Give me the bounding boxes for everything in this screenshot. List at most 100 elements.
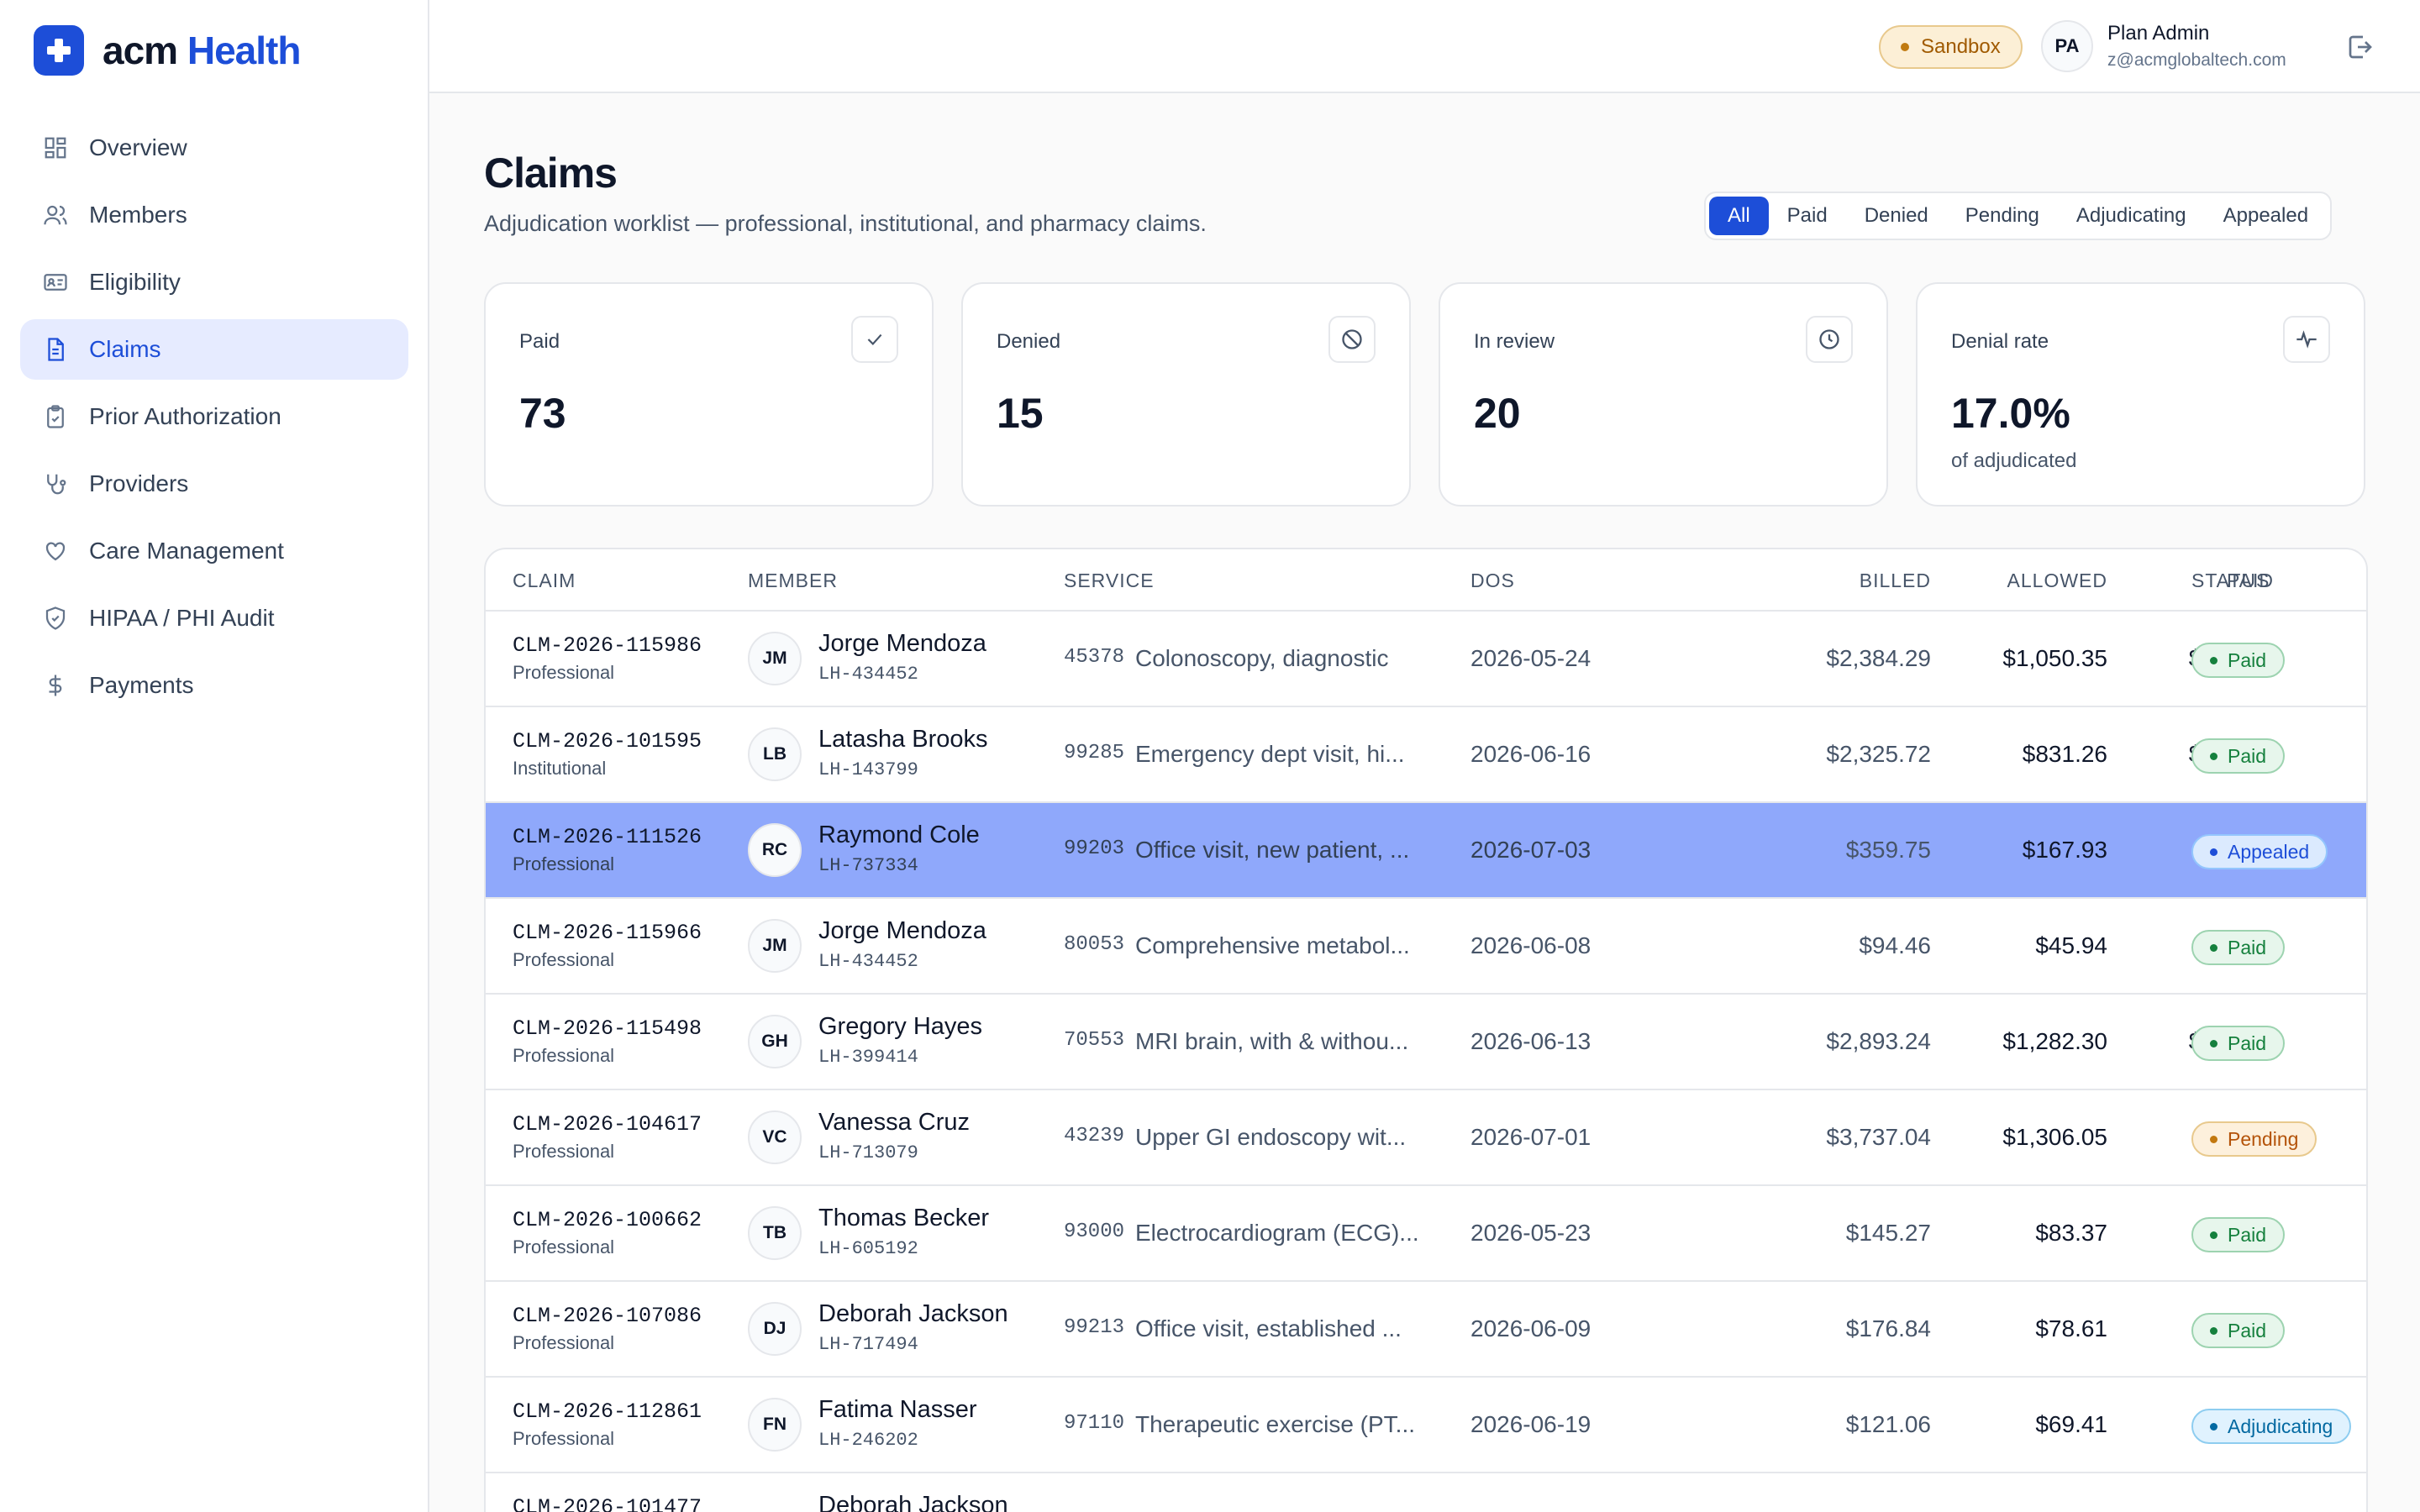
- status-dot-icon: [2210, 1135, 2217, 1143]
- billed-amount: $2,325.72: [1826, 741, 1931, 767]
- environment-badge-label: Sandbox: [1921, 35, 2001, 58]
- user-email: z@acmglobaltech.com: [2107, 50, 2286, 70]
- sidebar-item-payments[interactable]: Payments: [20, 655, 408, 716]
- claim-id[interactable]: CLM-2026-107086: [513, 1304, 702, 1328]
- logout-icon[interactable]: [2345, 32, 2375, 62]
- table-row[interactable]: CLM-2026-115966 Professional JM Jorge Mendo…: [486, 899, 2366, 995]
- billed-amount: $94.46: [1859, 932, 1931, 958]
- claim-type: Professional: [513, 662, 615, 683]
- column-header-service[interactable]: SERVICE: [1064, 570, 1155, 591]
- sidebar-item-eligibility[interactable]: Eligibility: [20, 252, 408, 312]
- table-row[interactable]: CLM-2026-111526 Professional RC Raymond Col…: [486, 803, 2366, 899]
- service-code: 70553: [1064, 1029, 1125, 1052]
- claim-id[interactable]: CLM-2026-115498: [513, 1016, 702, 1041]
- member-name[interactable]: Deborah Jackson: [818, 1300, 1008, 1327]
- claim-id[interactable]: CLM-2026-104617: [513, 1112, 702, 1137]
- shield-check-icon: [40, 603, 71, 633]
- table-row[interactable]: CLM-2026-101595 Institutional LB Latasha Br…: [486, 707, 2366, 803]
- stat-sublabel: of adjudicated: [1951, 449, 2077, 472]
- column-header-paid[interactable]: PAID: [2227, 570, 2274, 591]
- member-id: LH-246202: [818, 1430, 918, 1451]
- service-code: 99203: [1064, 837, 1125, 860]
- status-badge-label: Paid: [2228, 744, 2267, 767]
- sidebar-item-label: Members: [89, 202, 187, 228]
- service-code: 93000: [1064, 1221, 1125, 1243]
- filter-paid[interactable]: Paid: [1786, 204, 1828, 227]
- sidebar-item-label: Overview: [89, 134, 187, 160]
- table-row[interactable]: CLM-2026-115986 Professional JM Jorge Mendo…: [486, 612, 2366, 707]
- member-name[interactable]: Gregory Hayes: [818, 1013, 983, 1040]
- claim-id[interactable]: CLM-2026-115986: [513, 633, 702, 658]
- member-name[interactable]: Deborah Jackson: [818, 1492, 1008, 1512]
- sidebar-nav: Overview Members Eligibility Claims: [20, 118, 408, 722]
- topbar: Sandbox PA Plan Admin z@acmglobaltech.co…: [429, 0, 2420, 93]
- status-dot-icon: [2210, 1039, 2217, 1047]
- date-of-service: 2026-06-08: [1470, 932, 1591, 958]
- stat-label: Denial rate: [1951, 330, 2049, 353]
- member-name[interactable]: Latasha Brooks: [818, 726, 988, 753]
- brand-name-part-1: acm: [103, 29, 178, 72]
- brand-logo[interactable]: acm Health: [34, 25, 301, 76]
- table-row[interactable]: CLM-2026-107086 Professional DJ Deborah Jac…: [486, 1282, 2366, 1378]
- sidebar-item-hipaa-audit[interactable]: HIPAA / PHI Audit: [20, 588, 408, 648]
- service-description: Electrocardiogram (ECG)...: [1135, 1220, 1419, 1246]
- table-row[interactable]: CLM-2026-101477 Deborah Jackson: [486, 1473, 2366, 1512]
- member-name[interactable]: Thomas Becker: [818, 1205, 990, 1231]
- sidebar-item-providers[interactable]: Providers: [20, 454, 408, 514]
- status-dot-icon: [2210, 752, 2217, 760]
- column-header-status[interactable]: STATUS: [2191, 570, 2270, 591]
- sidebar-item-care-management[interactable]: Care Management: [20, 521, 408, 581]
- claim-id[interactable]: CLM-2026-101595: [513, 729, 702, 753]
- member-name[interactable]: Jorge Mendoza: [818, 630, 986, 657]
- user-avatar[interactable]: PA: [2041, 20, 2093, 72]
- member-name[interactable]: Jorge Mendoza: [818, 917, 986, 944]
- claim-id[interactable]: CLM-2026-115966: [513, 921, 702, 945]
- service-code: 97110: [1064, 1412, 1125, 1435]
- sidebar-item-members[interactable]: Members: [20, 185, 408, 245]
- sidebar-item-prior-authorization[interactable]: Prior Authorization: [20, 386, 408, 447]
- filter-appealed[interactable]: Appealed: [2223, 204, 2309, 227]
- user-info[interactable]: Plan Admin z@acmglobaltech.com: [2107, 22, 2286, 71]
- date-of-service: 2026-06-13: [1470, 1028, 1591, 1054]
- clock-icon: [1806, 316, 1853, 363]
- sidebar-item-claims[interactable]: Claims: [20, 319, 408, 380]
- claim-id[interactable]: CLM-2026-112861: [513, 1399, 702, 1424]
- billed-amount: $359.75: [1845, 837, 1931, 863]
- filter-denied[interactable]: Denied: [1864, 204, 1928, 227]
- table-row[interactable]: CLM-2026-100662 Professional TB Thomas Beck…: [486, 1186, 2366, 1282]
- filter-adjudicating[interactable]: Adjudicating: [2075, 204, 2186, 227]
- filter-pending[interactable]: Pending: [1965, 204, 2039, 227]
- claim-type: Professional: [513, 1428, 615, 1449]
- member-name[interactable]: Fatima Nasser: [818, 1396, 977, 1423]
- table-header: CLAIM MEMBER SERVICE DOS BILLED ALLOWED …: [486, 549, 2366, 612]
- claim-id[interactable]: CLM-2026-111526: [513, 825, 702, 849]
- status-badge-label: Paid: [2228, 1319, 2267, 1341]
- column-header-member[interactable]: MEMBER: [748, 570, 838, 591]
- status-dot-icon: [2210, 1326, 2217, 1335]
- member-name[interactable]: Vanessa Cruz: [818, 1109, 970, 1136]
- column-header-billed[interactable]: BILLED: [1859, 570, 1931, 591]
- member-name[interactable]: Raymond Cole: [818, 822, 980, 848]
- column-header-dos[interactable]: DOS: [1470, 570, 1515, 591]
- date-of-service: 2026-07-01: [1470, 1124, 1591, 1150]
- column-header-allowed[interactable]: ALLOWED: [2007, 570, 2107, 591]
- status-dot-icon: [2210, 1422, 2217, 1431]
- sidebar-item-overview[interactable]: Overview: [20, 118, 408, 178]
- table-row[interactable]: CLM-2026-112861 Professional FN Fatima Nass…: [486, 1378, 2366, 1473]
- billed-amount: $121.06: [1845, 1411, 1931, 1437]
- table-row[interactable]: CLM-2026-104617 Professional VC Vanessa Cru…: [486, 1090, 2366, 1186]
- claim-id[interactable]: CLM-2026-100662: [513, 1208, 702, 1232]
- filter-all[interactable]: All: [1709, 197, 1769, 235]
- allowed-amount: $69.41: [2035, 1411, 2107, 1437]
- member-avatar: RC: [748, 823, 802, 877]
- column-header-claim[interactable]: CLAIM: [513, 570, 576, 591]
- member-id: LH-399414: [818, 1047, 918, 1068]
- status-badge: Paid: [2191, 1217, 2286, 1252]
- claim-id[interactable]: CLM-2026-101477: [513, 1495, 702, 1512]
- date-of-service: 2026-05-24: [1470, 645, 1591, 671]
- member-id: LH-717494: [818, 1334, 918, 1355]
- status-filter-tabs: All Paid Denied Pending Adjudicating App…: [1704, 192, 2333, 240]
- table-row[interactable]: CLM-2026-115498 Professional GH Gregory Hay…: [486, 995, 2366, 1090]
- clipboard-check-icon: [40, 402, 71, 432]
- status-badge: Appealed: [2191, 834, 2328, 869]
